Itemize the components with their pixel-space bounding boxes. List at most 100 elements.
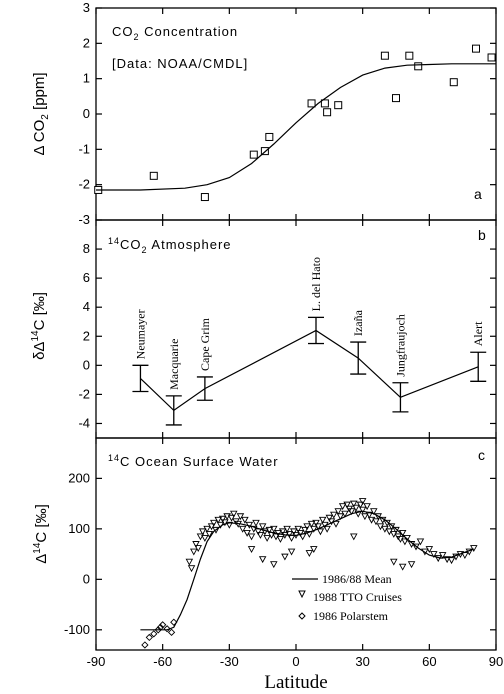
tto-data-point bbox=[390, 558, 398, 566]
tto-data-point bbox=[205, 530, 214, 538]
tto-data-point bbox=[281, 531, 289, 539]
tto-data-point bbox=[347, 508, 356, 516]
chart-marks: Neumayer Macquarie Cape Grim L. del Hato Iza… bbox=[94, 44, 496, 649]
tto-data-point bbox=[412, 543, 420, 551]
tto-data-point bbox=[332, 520, 340, 528]
tto-data-point bbox=[258, 523, 267, 531]
tto-data-point bbox=[312, 519, 320, 527]
tto-data-point bbox=[276, 536, 285, 543]
tto-data-point bbox=[241, 516, 249, 524]
y-tick-label-3: -100 bbox=[64, 622, 90, 637]
tto-data-point bbox=[196, 533, 205, 541]
tto-data-point bbox=[292, 531, 300, 539]
legend-mean-label: 1986/88 Mean bbox=[322, 572, 392, 586]
station-label: Jungfraujoch bbox=[393, 314, 407, 377]
tto-data-point bbox=[283, 525, 291, 533]
tto-data-point bbox=[465, 548, 474, 556]
tto-data-point bbox=[270, 525, 278, 533]
tto-data-point bbox=[314, 523, 322, 531]
tto-data-point bbox=[403, 534, 411, 542]
tto-data-point bbox=[372, 518, 380, 526]
tto-data-point bbox=[301, 526, 309, 534]
tto-data-point bbox=[416, 538, 425, 546]
y-tick-label-1: 1 bbox=[83, 71, 90, 86]
x-axis-label: Latitude bbox=[264, 672, 327, 693]
tto-data-point bbox=[401, 538, 409, 546]
tto-data-point bbox=[425, 546, 434, 553]
tto-data-point bbox=[447, 557, 456, 565]
tto-data-point bbox=[452, 553, 460, 561]
polarstem-data-point bbox=[154, 626, 162, 634]
tto-data-point bbox=[398, 563, 407, 571]
y-tick-label-3: 200 bbox=[68, 470, 90, 485]
panel-a-data-point bbox=[323, 108, 332, 117]
tto-data-point bbox=[370, 508, 378, 516]
panel-a-data-point bbox=[392, 94, 400, 103]
tto-data-point bbox=[265, 526, 274, 534]
tto-data-point bbox=[421, 548, 429, 556]
tto-data-point bbox=[187, 565, 196, 573]
y-tick-label-1: -2 bbox=[78, 177, 90, 192]
tto-data-point bbox=[307, 520, 316, 528]
tto-data-point bbox=[247, 533, 256, 541]
y-tick-label-3: 100 bbox=[68, 521, 90, 536]
panel-b-ylabel: δΔ14C [‰] bbox=[30, 292, 48, 360]
y-tick-label-3: 0 bbox=[83, 571, 90, 586]
tto-data-point bbox=[398, 529, 407, 537]
tto-data-point bbox=[267, 531, 276, 539]
x-tick-label: -90 bbox=[87, 654, 106, 669]
tto-data-point bbox=[325, 514, 334, 522]
tto-data-point bbox=[247, 546, 256, 553]
tto-data-point bbox=[343, 501, 351, 509]
tto-data-point bbox=[256, 531, 265, 539]
tto-data-point bbox=[216, 521, 225, 529]
tto-data-point bbox=[383, 519, 391, 527]
panel-b-title: 14CO2 Atmosphere bbox=[108, 236, 232, 255]
polarstem-data-point bbox=[156, 623, 165, 631]
tto-data-point bbox=[336, 513, 345, 521]
tto-data-point bbox=[298, 533, 307, 541]
station-label: Macquarie bbox=[167, 339, 181, 390]
tto-data-point bbox=[358, 498, 367, 506]
station-label: Alert bbox=[471, 321, 485, 346]
tto-data-point bbox=[274, 529, 282, 537]
tto-data-point bbox=[230, 510, 238, 518]
tto-data-point bbox=[470, 545, 478, 552]
polarstem-data-point bbox=[170, 618, 178, 626]
tto-data-point bbox=[225, 521, 234, 529]
y-tick-label-2: 0 bbox=[83, 357, 90, 372]
x-tick-label: 60 bbox=[422, 654, 436, 669]
tto-data-point bbox=[278, 528, 287, 536]
polarstem-data-point bbox=[150, 630, 158, 638]
tto-data-point bbox=[245, 521, 254, 529]
tto-data-point bbox=[252, 519, 260, 527]
y-tick-label-1: -3 bbox=[78, 212, 90, 227]
panel-a-data-point bbox=[265, 132, 274, 141]
tto-data-point bbox=[218, 515, 227, 523]
y-tick-label-2: 6 bbox=[83, 270, 90, 285]
tto-data-point bbox=[210, 519, 218, 527]
panel-a-data-point bbox=[249, 150, 258, 159]
axis-ticks: -3 -2 -1 0 1 2 3 -4 -2 0 2 4 6 8 -100 0 100 200 -90 -60 -30 0… bbox=[64, 0, 503, 669]
station-label: Izaña bbox=[351, 309, 365, 336]
tto-data-point bbox=[305, 550, 314, 558]
panel-c-frame bbox=[95, 437, 497, 651]
tto-data-point bbox=[365, 511, 374, 519]
tto-data-point bbox=[330, 511, 338, 519]
tto-data-point bbox=[374, 513, 382, 521]
tto-data-point bbox=[323, 525, 331, 533]
tto-data-point bbox=[185, 558, 194, 566]
y-tick-label-2: 2 bbox=[83, 328, 90, 343]
polarstem-data-point bbox=[163, 625, 171, 633]
tto-data-point bbox=[212, 526, 220, 534]
x-tick-label: -60 bbox=[153, 654, 172, 669]
y-tick-label-2: 4 bbox=[83, 299, 90, 314]
tto-data-point bbox=[281, 553, 289, 561]
legend: 1986/88 Mean 1988 TTO Cruises 1986 Polar… bbox=[292, 572, 402, 623]
x-tick-label: 30 bbox=[355, 654, 369, 669]
tto-data-point bbox=[192, 541, 200, 548]
tto-data-point bbox=[367, 516, 376, 524]
tto-data-point bbox=[254, 528, 262, 536]
panel-b-frame bbox=[95, 219, 497, 439]
